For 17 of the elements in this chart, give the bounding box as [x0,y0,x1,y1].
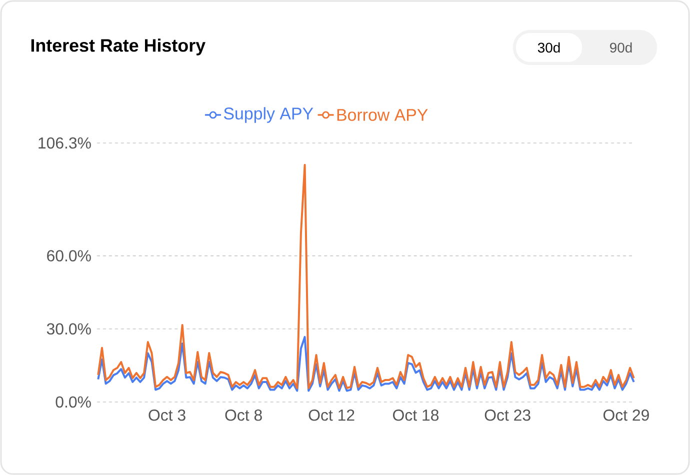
y-tick-label: 0.0% [56,396,91,408]
line-series [97,336,635,392]
legend-label: Supply APY [224,107,314,123]
x-tick-label: Oct 12 [308,410,354,421]
y-tick-label: 60.0% [47,250,91,262]
y-tick-label: 106.3% [38,137,91,149]
x-tick-label: Oct 3 [148,410,186,421]
y-tick-label: 30.0% [46,323,91,335]
text: 30d [538,42,560,53]
line-series [97,164,635,390]
text: 90d [610,42,632,53]
x-tick-label: Oct 23 [484,410,530,421]
x-tick-label: Oct 29 [603,410,649,421]
chart-title: Interest Rate History [31,38,206,56]
x-tick-label: Oct 8 [225,410,262,421]
x-tick-label: Oct 18 [393,410,439,421]
legend-label: Borrow APY [337,109,428,121]
